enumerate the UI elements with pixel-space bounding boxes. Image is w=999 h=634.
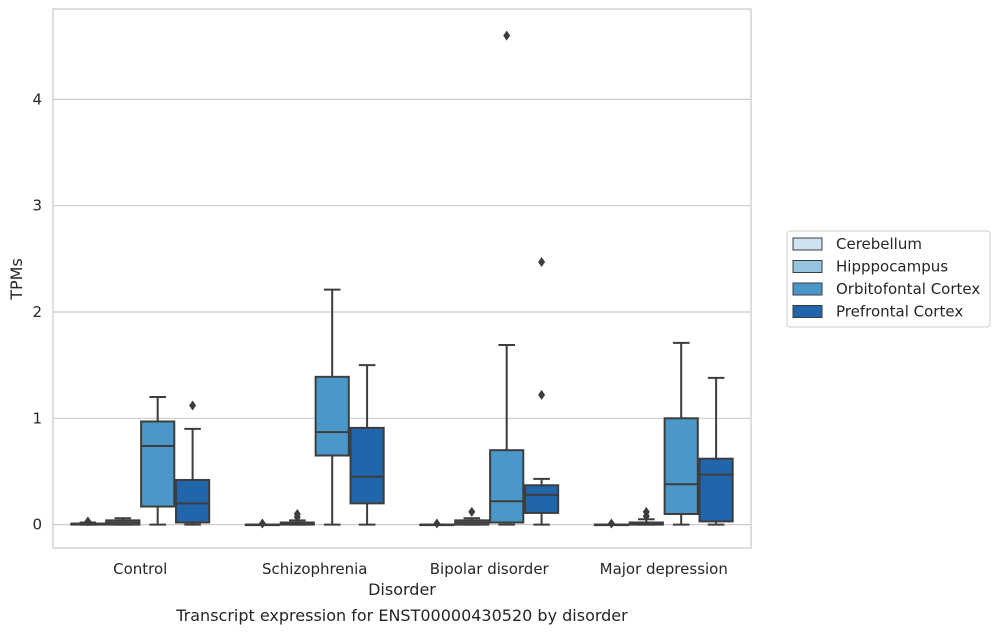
y-tick-label: 2 xyxy=(32,303,42,321)
box-mark xyxy=(140,396,176,526)
y-axis-title: TPMs xyxy=(7,258,26,301)
box-mark xyxy=(524,257,560,526)
outlier-point xyxy=(538,257,546,268)
legend-label: Prefrontal Cortex xyxy=(836,303,963,321)
outlier-point xyxy=(258,518,266,529)
y-tick-label: 4 xyxy=(32,90,42,108)
x-tick-label: Schizophrenia xyxy=(262,560,367,578)
box-body xyxy=(663,417,699,515)
x-tick-label: Bipolar disorder xyxy=(430,560,550,578)
outlier-point xyxy=(607,518,615,529)
legend-swatch xyxy=(792,260,823,273)
box-body xyxy=(140,420,176,508)
box-mark xyxy=(279,508,315,526)
series-2 xyxy=(140,30,699,526)
box-body xyxy=(489,449,525,524)
box-body xyxy=(349,426,385,505)
box-mark xyxy=(593,518,629,529)
box-mark xyxy=(349,364,385,526)
plot-frame xyxy=(52,8,752,549)
y-tick-label: 0 xyxy=(32,516,42,534)
x-tick-label: Major depression xyxy=(600,560,728,578)
legend-item: Hipppocampus xyxy=(792,258,948,276)
box-mark xyxy=(663,341,699,526)
outlier-point xyxy=(189,400,197,411)
series-1 xyxy=(105,506,664,526)
legend-frame xyxy=(786,230,991,328)
box-mark xyxy=(698,376,734,526)
legend-item: Prefrontal Cortex xyxy=(792,303,963,321)
box-body xyxy=(175,478,211,524)
outlier-point xyxy=(538,389,546,400)
legend-label: Hipppocampus xyxy=(836,258,948,276)
box-body xyxy=(698,457,734,523)
box-mark xyxy=(454,506,490,526)
box-mark xyxy=(244,518,280,529)
outlier-point xyxy=(433,518,441,529)
figure-caption: Transcript expression for ENST0000043052… xyxy=(175,606,628,625)
series-3 xyxy=(175,257,734,526)
x-tick-labels: Control Schizophrenia Bipolar disorder Majo… xyxy=(113,560,728,578)
y-tick-labels: 0 1 2 3 4 xyxy=(32,90,42,533)
box-groups xyxy=(70,30,734,529)
x-axis-title: Disorder xyxy=(368,580,436,599)
box-mark xyxy=(489,30,525,526)
legend-swatch xyxy=(792,305,823,318)
outlier-point xyxy=(84,516,92,527)
x-tick-label: Control xyxy=(113,560,167,578)
box-mark xyxy=(419,518,455,529)
legend-label: Cerebellum xyxy=(836,235,922,253)
box-body xyxy=(524,484,560,514)
legend: Cerebellum Hipppocampus Orbitofontal Corte… xyxy=(786,230,991,328)
box-mark xyxy=(628,506,664,526)
y-tick-label: 1 xyxy=(32,409,42,427)
legend-swatch xyxy=(792,237,823,251)
legend-label: Orbitofontal Cortex xyxy=(836,280,980,298)
outlier-point xyxy=(293,508,301,519)
legend-item: Orbitofontal Cortex xyxy=(792,280,980,298)
series-0 xyxy=(70,516,629,529)
outlier-point xyxy=(468,506,476,517)
legend-item: Cerebellum xyxy=(792,235,922,253)
legend-swatch xyxy=(792,282,823,296)
box-mark xyxy=(105,517,141,526)
box-mark xyxy=(70,516,106,527)
y-tick-label: 3 xyxy=(32,197,42,215)
box-mark xyxy=(314,288,350,526)
box-mark xyxy=(175,400,211,526)
outlier-point xyxy=(503,30,511,41)
outlier-point xyxy=(642,506,650,517)
box-body xyxy=(314,375,350,457)
